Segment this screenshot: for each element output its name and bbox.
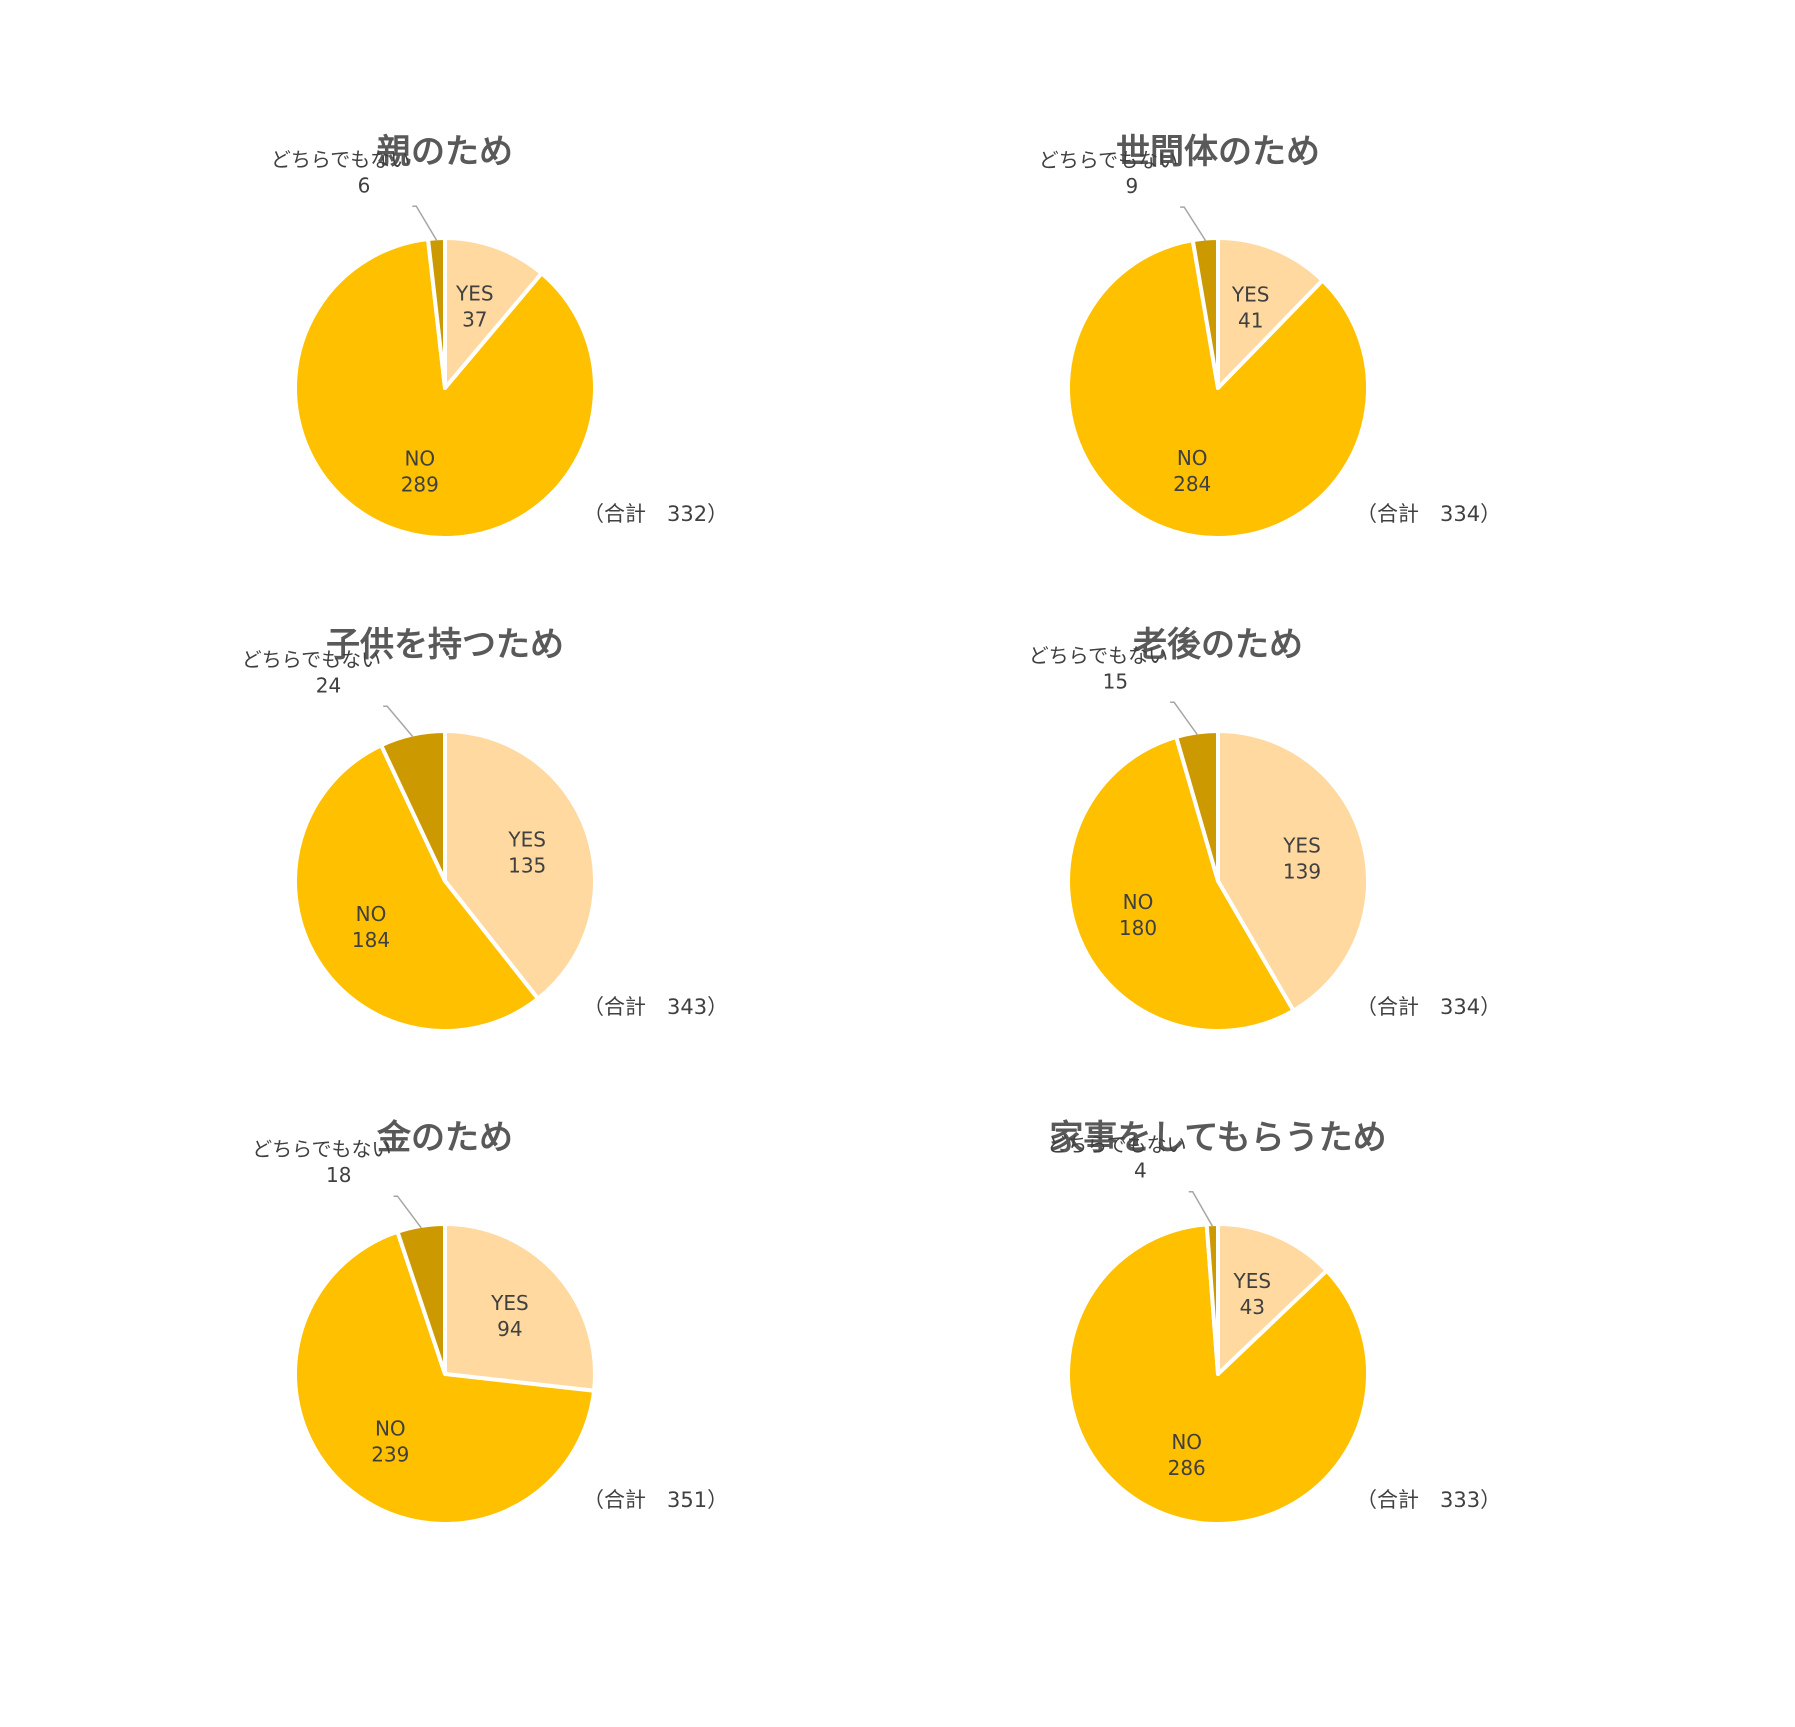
pie-slice-yes xyxy=(443,1222,597,1393)
slice-label-neither: どちらでもない xyxy=(1029,643,1168,667)
pie-chart-sekentei: 世間体のため YES 41 NO 284 どちらでもない 9 （合計 334） xyxy=(868,118,1568,598)
pie-slice-neither xyxy=(1190,235,1220,390)
pie-slice-no xyxy=(293,1229,597,1526)
slice-value-yes: 94 xyxy=(497,1317,522,1341)
slice-label-yes: YES xyxy=(1233,1269,1272,1293)
chart-total: （合計 334） xyxy=(1356,995,1502,1019)
leader-line xyxy=(1188,1190,1214,1227)
slice-value-no: 184 xyxy=(352,928,390,952)
slice-value-neither: 18 xyxy=(326,1163,351,1187)
pie-chart-kaji: 家事をしてもらうため YES 43 NO 286 どちらでもない 4 （合計 333） xyxy=(868,1104,1568,1584)
slice-value-no: 289 xyxy=(401,472,439,496)
slice-value-yes: 37 xyxy=(462,307,487,331)
leader-line xyxy=(1180,206,1207,241)
pie-chart-kane: 金のため YES 94 NO 239 どちらでもない 18 （合計 351） xyxy=(95,1104,795,1584)
pie-slice-yes xyxy=(1216,1222,1329,1376)
pie-slice-neither xyxy=(1174,729,1220,883)
chart-title: 世間体のため xyxy=(1116,132,1320,172)
slice-label-no: NO xyxy=(1177,446,1208,470)
slice-value-yes: 41 xyxy=(1238,308,1263,332)
slice-label-yes: YES xyxy=(507,828,546,852)
pie-slice-yes xyxy=(443,236,544,390)
slice-value-no: 180 xyxy=(1119,916,1157,940)
chart-title: 家事をしてもらうため xyxy=(1049,1118,1387,1158)
pie-slice-neither xyxy=(426,236,447,390)
slice-label-yes: YES xyxy=(1231,282,1270,306)
chart-title: 金のため xyxy=(377,1118,513,1158)
slice-value-neither: 15 xyxy=(1103,669,1128,693)
chart-total: （合計 351） xyxy=(583,1488,729,1512)
pie-slice-yes xyxy=(1216,236,1325,390)
chart-total: （合計 334） xyxy=(1356,502,1502,526)
slice-label-no: NO xyxy=(375,1417,406,1441)
slice-value-yes: 135 xyxy=(508,854,546,878)
pie-slice-neither xyxy=(395,1222,447,1376)
slice-label-yes: YES xyxy=(1282,833,1321,857)
pie-slice-no xyxy=(1066,734,1296,1033)
slice-label-yes: YES xyxy=(455,281,494,305)
chart-title: 親のため xyxy=(377,132,513,172)
chart-total: （合計 343） xyxy=(583,995,729,1019)
pie-slice-yes xyxy=(1216,729,1370,1013)
slice-value-neither: 9 xyxy=(1125,174,1138,198)
slice-label-neither: どちらでもない xyxy=(1047,1133,1186,1157)
pie-slice-no xyxy=(293,743,540,1033)
leader-line xyxy=(393,1195,422,1229)
slice-value-no: 284 xyxy=(1173,472,1211,496)
slice-label-no: NO xyxy=(1123,890,1154,914)
chart-total: （合計 332） xyxy=(583,502,729,526)
slice-value-neither: 24 xyxy=(316,673,341,697)
pie-slice-yes xyxy=(443,729,597,1001)
slice-label-yes: YES xyxy=(490,1291,529,1315)
slice-value-neither: 6 xyxy=(358,173,371,197)
slice-value-yes: 43 xyxy=(1240,1295,1265,1319)
slice-label-no: NO xyxy=(1171,1430,1202,1454)
slice-value-no: 286 xyxy=(1168,1456,1206,1480)
leader-line xyxy=(412,205,438,241)
pie-chart-oya: 親のため YES 37 NO 289 どちらでもない 6 （合計 332） xyxy=(95,118,795,598)
slice-label-neither: どちらでもない xyxy=(271,147,410,171)
pie-slice-neither xyxy=(1204,1222,1220,1376)
pie-chart-kodomo: 子供を持つため YES 135 NO 184 どちらでもない 24 （合計 343） xyxy=(95,611,795,1091)
slice-label-neither: どちらでもない xyxy=(252,1137,391,1161)
chart-total: （合計 333） xyxy=(1356,1488,1502,1512)
slice-value-neither: 4 xyxy=(1134,1159,1147,1183)
slice-value-yes: 139 xyxy=(1283,859,1321,883)
slice-label-no: NO xyxy=(356,902,387,926)
slice-label-no: NO xyxy=(404,446,435,470)
leader-line xyxy=(1170,701,1198,735)
slice-value-no: 239 xyxy=(371,1443,409,1467)
pie-slice-neither xyxy=(379,729,447,883)
pie-chart-rougo: 老後のため YES 139 NO 180 どちらでもない 15 （合計 334） xyxy=(868,611,1568,1091)
leader-line xyxy=(383,705,414,738)
slice-label-neither: どちらでもない xyxy=(242,647,381,671)
slice-label-neither: どちらでもない xyxy=(1039,148,1178,172)
chart-title: 子供を持つため xyxy=(326,625,564,665)
chart-title: 老後のため xyxy=(1133,625,1303,665)
